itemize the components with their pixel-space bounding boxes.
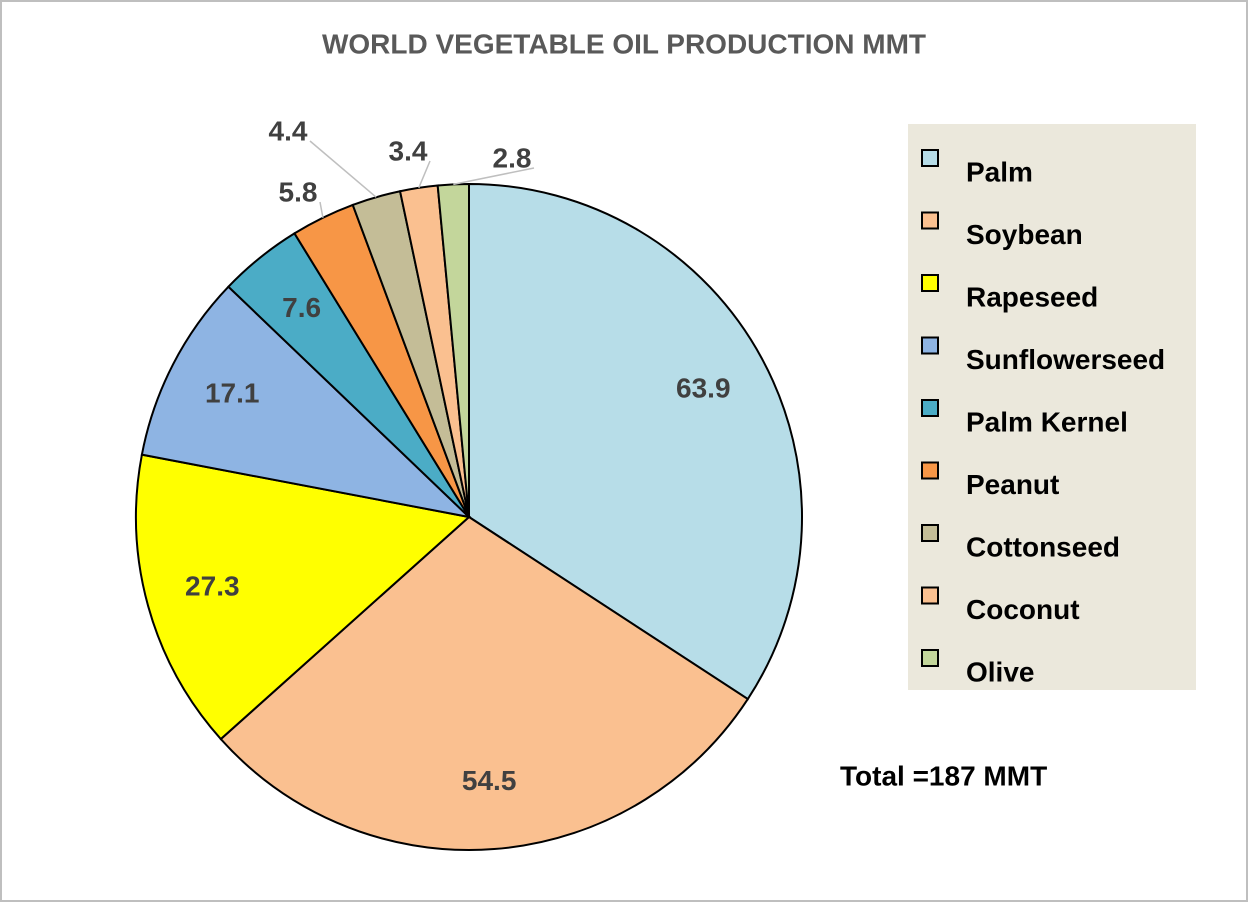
value-label: 7.6 bbox=[282, 292, 321, 323]
legend-swatch bbox=[921, 524, 939, 542]
legend-label: Peanut bbox=[966, 469, 1059, 500]
chart-title: WORLD VEGETABLE OIL PRODUCTION MMT bbox=[322, 28, 926, 59]
legend-label: Rapeseed bbox=[966, 281, 1098, 312]
legend-swatch bbox=[921, 649, 939, 667]
legend-swatch bbox=[921, 149, 939, 167]
leader-line bbox=[309, 140, 377, 198]
legend-label: Coconut bbox=[966, 594, 1080, 625]
pie-slice bbox=[436, 182, 470, 518]
legend-swatch bbox=[921, 399, 939, 417]
legend-label: Olive bbox=[966, 656, 1034, 687]
legend-label: Palm Kernel bbox=[966, 406, 1128, 437]
value-label: 4.4 bbox=[269, 115, 308, 146]
pie-slice bbox=[135, 453, 472, 741]
legend-label: Sunflowerseed bbox=[966, 344, 1165, 375]
legend-swatch bbox=[921, 274, 939, 292]
leader-line bbox=[418, 160, 431, 189]
value-label: 63.9 bbox=[676, 373, 731, 404]
value-label: 54.5 bbox=[462, 765, 517, 796]
legend-label: Soybean bbox=[966, 219, 1083, 250]
value-label: 17.1 bbox=[205, 377, 260, 408]
legend-box bbox=[908, 124, 1196, 690]
value-label: 2.8 bbox=[493, 142, 532, 173]
pie-slice bbox=[140, 285, 473, 519]
leader-line bbox=[453, 167, 535, 186]
leader-line bbox=[319, 201, 324, 218]
legend-swatch bbox=[921, 211, 939, 230]
legend-swatch bbox=[921, 461, 939, 480]
value-label: 27.3 bbox=[185, 571, 240, 602]
value-label: 3.4 bbox=[389, 135, 428, 166]
value-label: 5.8 bbox=[279, 176, 318, 207]
pie-slice bbox=[219, 515, 750, 851]
legend-swatch bbox=[921, 336, 939, 355]
annotation: Total =187 MMT bbox=[840, 760, 1047, 791]
legend-label: Palm bbox=[966, 156, 1033, 187]
legend-label: Cottonseed bbox=[966, 531, 1120, 562]
legend-swatch bbox=[921, 586, 939, 605]
